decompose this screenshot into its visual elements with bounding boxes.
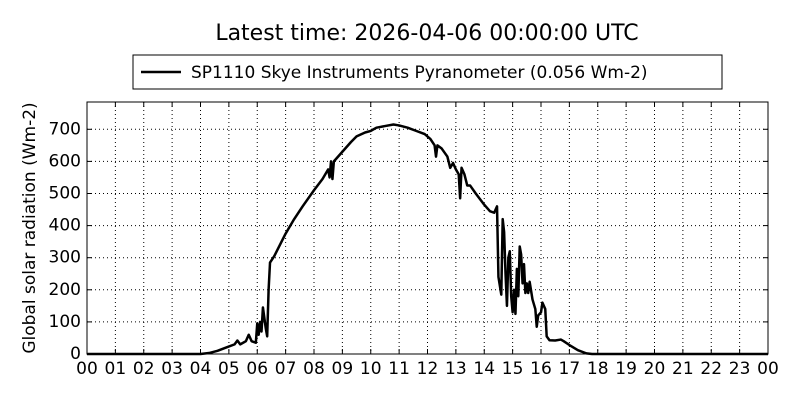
- x-tick-label: 13: [445, 359, 467, 379]
- x-tick-label: 11: [388, 359, 410, 379]
- x-tick-label: 17: [559, 359, 581, 379]
- legend-label: SP1110 Skye Instruments Pyranometer (0.0…: [191, 63, 648, 83]
- x-tick-label: 14: [473, 359, 495, 379]
- x-tick-label: 19: [615, 359, 637, 379]
- x-tick-label: 15: [502, 359, 524, 379]
- plot-frame: [86, 101, 769, 355]
- y-tick-label: 400: [49, 216, 81, 236]
- x-tick-label: 10: [360, 359, 382, 379]
- y-tick-label: 300: [49, 248, 81, 268]
- y-tick-label: 100: [49, 312, 81, 332]
- y-tick-label: 0: [70, 344, 81, 364]
- chart-title: Latest time: 2026-04-06 00:00:00 UTC: [215, 21, 638, 46]
- x-tick-label: 06: [246, 359, 268, 379]
- x-tick-label: 07: [275, 359, 297, 379]
- y-tick-label: 200: [49, 280, 81, 300]
- x-tick-label: 16: [530, 359, 552, 379]
- y-tick-label: 700: [49, 119, 81, 139]
- x-tick-label: 05: [218, 359, 240, 379]
- x-tick-label: 18: [587, 359, 609, 379]
- x-tick-label: 09: [332, 359, 354, 379]
- x-tick-label: 03: [161, 359, 183, 379]
- x-tick-label: 22: [700, 359, 722, 379]
- x-tick-label: 20: [644, 359, 666, 379]
- x-tick-label: 00: [757, 359, 779, 379]
- data-line: [87, 123, 768, 356]
- x-tick-label: 02: [133, 359, 155, 379]
- x-tick-label: 23: [729, 359, 751, 379]
- x-tick-label: 01: [105, 359, 127, 379]
- x-tick-label: 04: [190, 359, 212, 379]
- y-axis-label: Global solar radiation (Wm-2): [20, 102, 40, 353]
- x-tick-label: 21: [672, 359, 694, 379]
- y-tick-label: 600: [49, 151, 81, 171]
- x-tick-label: 08: [303, 359, 325, 379]
- y-tick-label: 500: [49, 183, 81, 203]
- x-tick-label: 00: [76, 359, 98, 379]
- x-tick-label: 12: [417, 359, 439, 379]
- legend-box: [132, 54, 723, 90]
